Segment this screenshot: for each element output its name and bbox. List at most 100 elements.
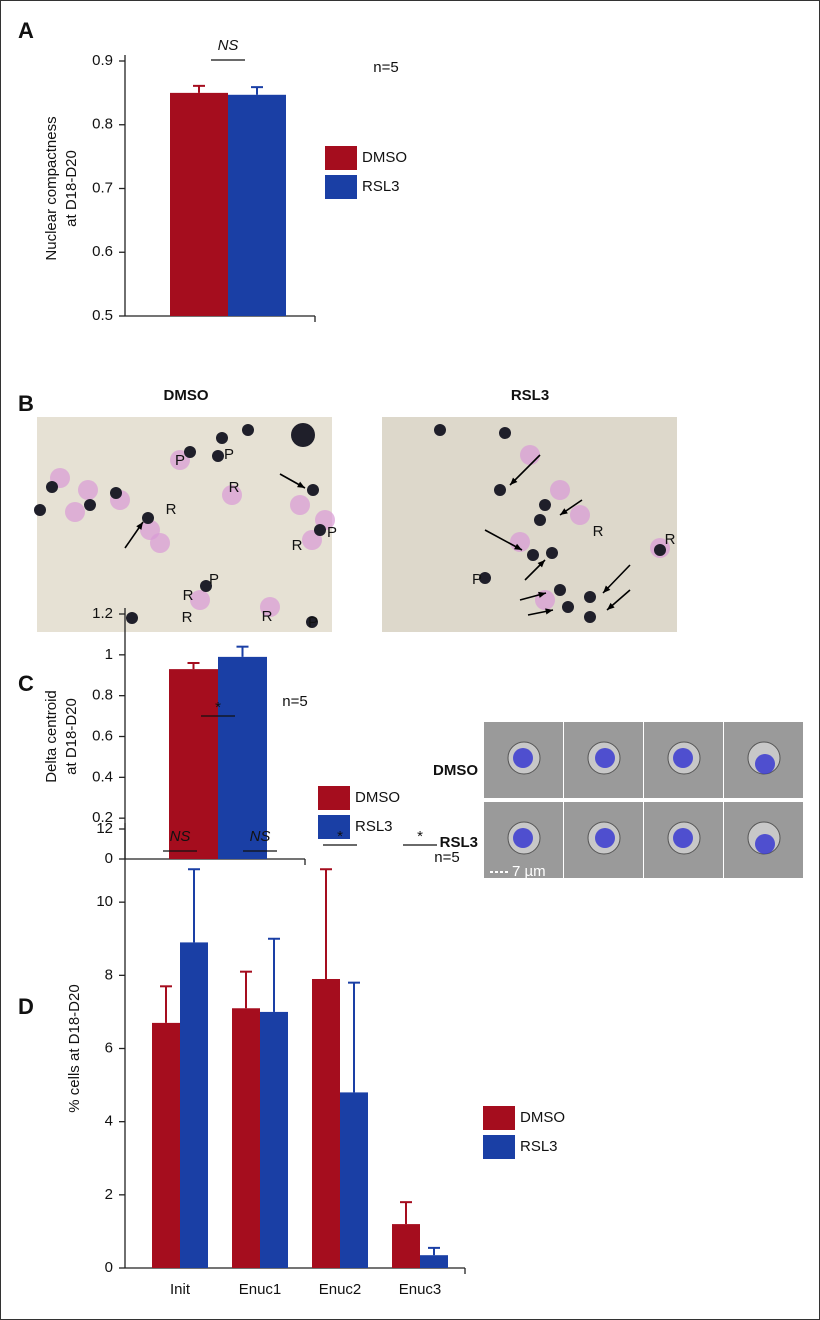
nucleus xyxy=(291,423,315,447)
nucleus xyxy=(184,446,196,458)
cell-label: P xyxy=(308,614,318,631)
imaging-row-label: RSL3 xyxy=(440,834,478,851)
n-label: n=5 xyxy=(373,59,398,76)
bar xyxy=(232,1008,260,1268)
panel-letter: C xyxy=(18,671,34,696)
cell-label: P xyxy=(327,524,337,541)
legend-swatch xyxy=(483,1106,515,1130)
arrow-head xyxy=(607,602,615,610)
imaging-nucleus xyxy=(595,828,615,848)
nucleus xyxy=(527,549,539,561)
nucleus xyxy=(142,512,154,524)
cell-label: P xyxy=(472,571,482,588)
nucleus xyxy=(84,499,96,511)
nucleus xyxy=(479,572,491,584)
arrow-head xyxy=(136,522,143,530)
arrow-head xyxy=(514,543,522,550)
cell xyxy=(550,480,570,500)
nucleus xyxy=(306,616,318,628)
arrow-head xyxy=(560,508,568,515)
y-tick-label: 1 xyxy=(105,646,113,663)
y-tick-label: 0.2 xyxy=(92,809,113,826)
imaging-nucleus xyxy=(755,754,775,774)
y-tick-label: 0.8 xyxy=(92,687,113,704)
arrow-head xyxy=(545,608,553,615)
cell-label: R xyxy=(166,501,177,518)
y-tick-label: 12 xyxy=(96,820,113,837)
nucleus xyxy=(126,612,138,624)
cell xyxy=(260,597,280,617)
imaging-nucleus xyxy=(595,748,615,768)
nucleus xyxy=(434,424,446,436)
imaging-row-label: DMSO xyxy=(433,762,478,779)
panel-letter: B xyxy=(18,391,34,416)
nucleus xyxy=(539,499,551,511)
legend-label: DMSO xyxy=(362,149,407,166)
legend-swatch xyxy=(318,786,350,810)
x-tick-label: Enuc3 xyxy=(399,1281,442,1298)
n-label: n=5 xyxy=(434,849,459,866)
nucleus xyxy=(554,584,566,596)
nucleus xyxy=(34,504,46,516)
legend-label: DMSO xyxy=(355,789,400,806)
legend-label: RSL3 xyxy=(362,178,400,195)
arrow-head xyxy=(537,560,545,568)
x-tick-label: Enuc2 xyxy=(319,1281,362,1298)
significance-label: NS xyxy=(170,828,191,845)
y-tick-label: 1.2 xyxy=(92,605,113,622)
nucleus xyxy=(110,487,122,499)
y-tick-label: 8 xyxy=(105,966,113,983)
panel-letter: A xyxy=(18,18,34,43)
nucleus xyxy=(307,484,319,496)
cell-label: R xyxy=(292,537,303,554)
bar xyxy=(180,942,208,1268)
bar xyxy=(392,1224,420,1268)
cell xyxy=(78,480,98,500)
cell-label: R xyxy=(593,523,604,540)
imaging-nucleus xyxy=(673,828,693,848)
y-tick-label: 4 xyxy=(105,1113,113,1130)
legend-swatch xyxy=(483,1135,515,1159)
arrow-head xyxy=(510,477,518,485)
imaging-nucleus xyxy=(755,834,775,854)
imaging-grid: DMSO RSL3 7 µm xyxy=(433,720,804,880)
y-tick-label: 0.4 xyxy=(92,768,113,785)
panel-letter: D xyxy=(18,994,34,1019)
cell xyxy=(65,502,85,522)
y-tick-label: 0.6 xyxy=(92,243,113,260)
bar xyxy=(312,978,340,1268)
y-tick-label: 0.7 xyxy=(92,179,113,196)
y-tick-label: 0.8 xyxy=(92,116,113,133)
scale-label: 7 µm xyxy=(512,863,546,880)
cell-label: P xyxy=(209,571,219,588)
y-tick-label: 0 xyxy=(105,850,113,867)
imaging-nucleus xyxy=(513,748,533,768)
significance-label: * xyxy=(337,828,343,845)
cell-label: R xyxy=(229,479,240,496)
y-tick-label: 0.5 xyxy=(92,307,113,324)
bar xyxy=(228,94,286,316)
nucleus xyxy=(546,547,558,559)
x-tick-label: Init xyxy=(170,1281,191,1298)
legend-label: RSL3 xyxy=(520,1138,558,1155)
y-tick-label: 0 xyxy=(105,1259,113,1276)
x-tick-label: Enuc1 xyxy=(239,1281,282,1298)
significance-label: NS xyxy=(250,828,271,845)
y-axis-label: Nuclear compactness xyxy=(43,116,60,260)
nucleus xyxy=(242,424,254,436)
legend-label: RSL3 xyxy=(355,818,393,835)
legend-swatch xyxy=(318,815,350,839)
nucleus xyxy=(200,580,212,592)
nucleus xyxy=(216,432,228,444)
cell xyxy=(150,533,170,553)
cell-label: R xyxy=(665,531,676,548)
y-tick-label: 6 xyxy=(105,1039,113,1056)
arrow-head xyxy=(603,585,611,593)
nucleus xyxy=(654,544,666,556)
y-axis-label: at D18-D20 xyxy=(63,150,80,227)
significance-label: * xyxy=(417,828,423,845)
arrow-head xyxy=(297,481,305,488)
cell xyxy=(570,505,590,525)
cell xyxy=(290,495,310,515)
